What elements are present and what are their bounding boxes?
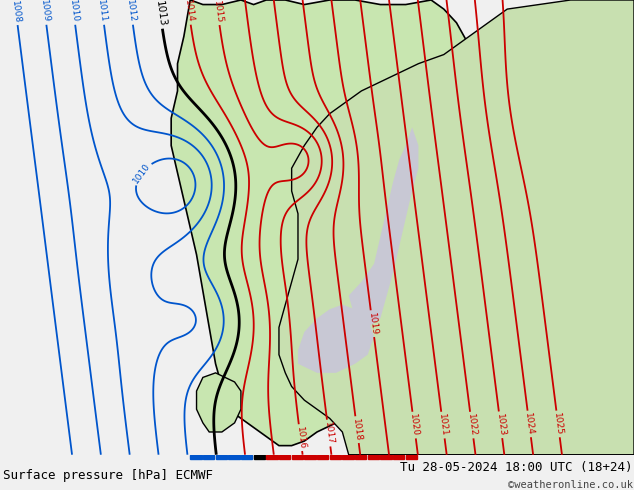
Text: 1022: 1022 [466,413,477,437]
Text: 1020: 1020 [408,413,420,437]
Text: 1013: 1013 [153,0,167,27]
Bar [330,455,341,459]
Text: 1015: 1015 [212,0,224,24]
Text: 1010: 1010 [131,161,152,185]
Bar [368,455,379,459]
Bar [355,455,366,459]
Bar [292,455,303,459]
Bar [203,455,214,459]
Text: 1019: 1019 [366,312,378,336]
Text: 1009: 1009 [39,0,51,24]
Bar [266,455,278,459]
Bar [254,455,265,459]
Polygon shape [279,0,634,455]
Polygon shape [171,0,476,445]
Text: 1024: 1024 [523,412,535,436]
Bar [393,455,404,459]
Text: 1025: 1025 [552,412,564,436]
Text: 1021: 1021 [437,413,449,437]
Text: Tu 28-05-2024 18:00 UTC (18+24): Tu 28-05-2024 18:00 UTC (18+24) [400,461,633,473]
Text: 1018: 1018 [351,417,363,441]
Bar [241,455,252,459]
Bar [342,455,354,459]
Text: Surface pressure [hPa] ECMWF: Surface pressure [hPa] ECMWF [3,468,213,482]
Text: 1017: 1017 [323,421,335,445]
Polygon shape [349,127,418,327]
Text: 1011: 1011 [96,0,108,24]
Text: 1010: 1010 [68,0,79,24]
Bar [317,455,328,459]
Text: 1008: 1008 [10,0,22,24]
Text: ©weatheronline.co.uk: ©weatheronline.co.uk [508,480,633,490]
Bar [228,455,240,459]
Polygon shape [298,305,374,373]
Bar [304,455,316,459]
Text: 1023: 1023 [495,413,507,437]
Bar [190,455,202,459]
Text: 1016: 1016 [295,426,306,450]
Text: 1012: 1012 [126,0,137,24]
Bar [406,455,417,459]
Polygon shape [197,373,241,432]
Text: 1014: 1014 [183,0,195,24]
Bar [279,455,290,459]
Bar [216,455,227,459]
Bar [380,455,392,459]
